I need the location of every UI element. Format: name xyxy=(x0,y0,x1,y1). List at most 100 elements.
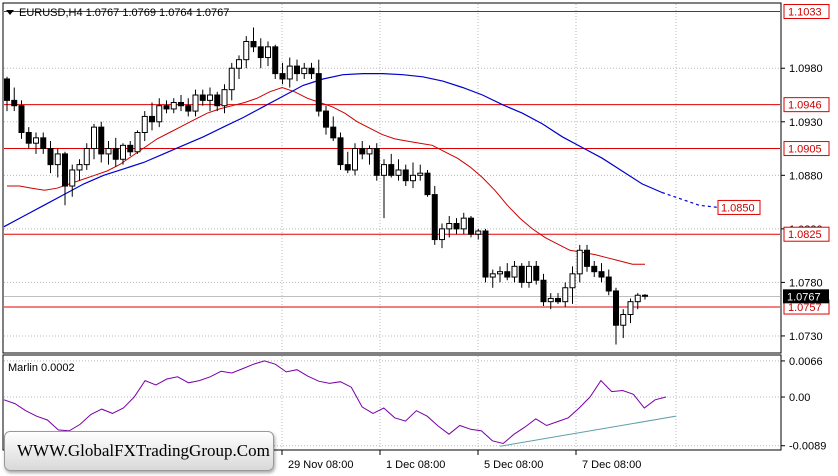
candle-body xyxy=(569,273,576,289)
candle-body xyxy=(127,144,134,153)
ind-y-tick-label: 0.0066 xyxy=(789,356,823,368)
candlesticks xyxy=(4,27,648,345)
candle-body xyxy=(76,164,83,171)
candle-body xyxy=(555,297,561,303)
level-label-box xyxy=(783,226,830,242)
marlin-trendline xyxy=(499,415,677,447)
candle-body xyxy=(584,249,590,267)
candle-body xyxy=(533,265,540,281)
candle-body xyxy=(286,65,293,80)
candle-body xyxy=(402,169,409,182)
candle-body xyxy=(373,148,380,176)
target-label-box xyxy=(717,199,761,215)
marlin-line xyxy=(3,360,667,445)
candle-body xyxy=(475,230,482,235)
candle-body xyxy=(315,73,322,112)
y-tick-label: 1.0880 xyxy=(789,170,823,182)
indicator-axis: 0.0066 0.00 -0.0089 xyxy=(781,356,826,453)
candle-body xyxy=(352,148,358,171)
moving-averages xyxy=(3,72,719,265)
candle-body xyxy=(634,294,641,303)
candle-body xyxy=(163,105,170,110)
candle-body xyxy=(112,148,119,160)
candle-body xyxy=(410,174,416,182)
candle-body xyxy=(446,223,453,230)
candle-body xyxy=(518,265,525,283)
candle-body xyxy=(54,153,61,166)
indicator-label: Marlin 0.0002 xyxy=(8,362,75,374)
candle-body xyxy=(366,148,373,155)
watermark-banner: WWW.GlobalFXTradingGroup.Com xyxy=(4,431,274,471)
candle-body xyxy=(40,137,47,150)
candle-body xyxy=(526,265,532,283)
collapse-triangle-icon[interactable] xyxy=(6,10,14,15)
candle-body xyxy=(388,164,395,176)
candle-body xyxy=(47,148,54,166)
time-axis: 29 Nov 08:00 1 Dec 08:00 5 Dec 08:00 7 Dec … xyxy=(281,450,641,471)
candle-body xyxy=(330,126,337,139)
y-tick-label: 1.0930 xyxy=(789,117,823,129)
candle-body xyxy=(192,94,199,112)
candle-body xyxy=(69,169,76,187)
symbol-info: EURUSD,H4 1.0767 1.0769 1.0764 1.0767 xyxy=(19,7,229,19)
ind-y-tick-label: -0.0089 xyxy=(789,441,826,453)
candle-body xyxy=(120,144,126,160)
candle-body xyxy=(134,131,141,153)
ma-blue-projection xyxy=(661,191,719,208)
price-panel xyxy=(2,2,782,354)
ma-red-line xyxy=(7,86,645,265)
candle-body xyxy=(91,126,97,150)
candle-body xyxy=(11,99,18,107)
candle-body xyxy=(511,265,518,278)
level-label: 1.1033 xyxy=(788,6,822,18)
candle-body xyxy=(547,297,554,303)
candle-body xyxy=(620,314,627,326)
candle-body xyxy=(323,110,329,128)
candle-body xyxy=(250,40,257,48)
candle-body xyxy=(207,94,213,101)
candle-body xyxy=(156,105,163,123)
candle-body xyxy=(178,102,184,107)
candle-body xyxy=(359,148,366,155)
candle-body xyxy=(62,153,68,187)
candle-body xyxy=(576,249,583,275)
x-tick-label: 7 Dec 08:00 xyxy=(582,459,641,471)
candle-body xyxy=(141,115,148,133)
candle-body xyxy=(98,126,105,155)
candle-body xyxy=(221,89,228,107)
candle-body xyxy=(25,131,32,144)
candle-body xyxy=(468,217,474,235)
candle-body xyxy=(236,59,242,69)
level-label: 1.0905 xyxy=(788,144,822,156)
candle-body xyxy=(257,46,264,59)
candle-body xyxy=(424,172,431,196)
ma-blue-line xyxy=(3,72,663,228)
candle-body xyxy=(453,223,460,230)
marlin-oscillator xyxy=(3,360,677,447)
ind-y-tick-label: 0.00 xyxy=(789,392,810,404)
candle-body xyxy=(105,148,112,155)
x-tick-label: 1 Dec 08:00 xyxy=(386,459,445,471)
x-tick-label: 5 Dec 08:00 xyxy=(484,459,543,471)
candle-body xyxy=(301,67,308,75)
candle-body xyxy=(149,115,155,123)
level-label: 1.0825 xyxy=(788,229,822,241)
candle-body xyxy=(540,279,547,303)
candle-body xyxy=(308,67,315,75)
candle-body xyxy=(642,294,648,297)
candle-body xyxy=(591,265,598,273)
candle-body xyxy=(627,301,634,316)
candle-body xyxy=(460,217,467,230)
candle-body xyxy=(243,40,250,61)
candle-body xyxy=(83,148,90,166)
candle-body xyxy=(228,67,235,91)
candle-body xyxy=(439,228,445,241)
candle-body xyxy=(497,271,503,275)
candle-body xyxy=(504,271,511,278)
candle-body xyxy=(214,94,221,107)
candle-body xyxy=(170,102,177,110)
vertical-grid xyxy=(281,4,677,449)
target-label: 1.0850 xyxy=(721,202,755,214)
